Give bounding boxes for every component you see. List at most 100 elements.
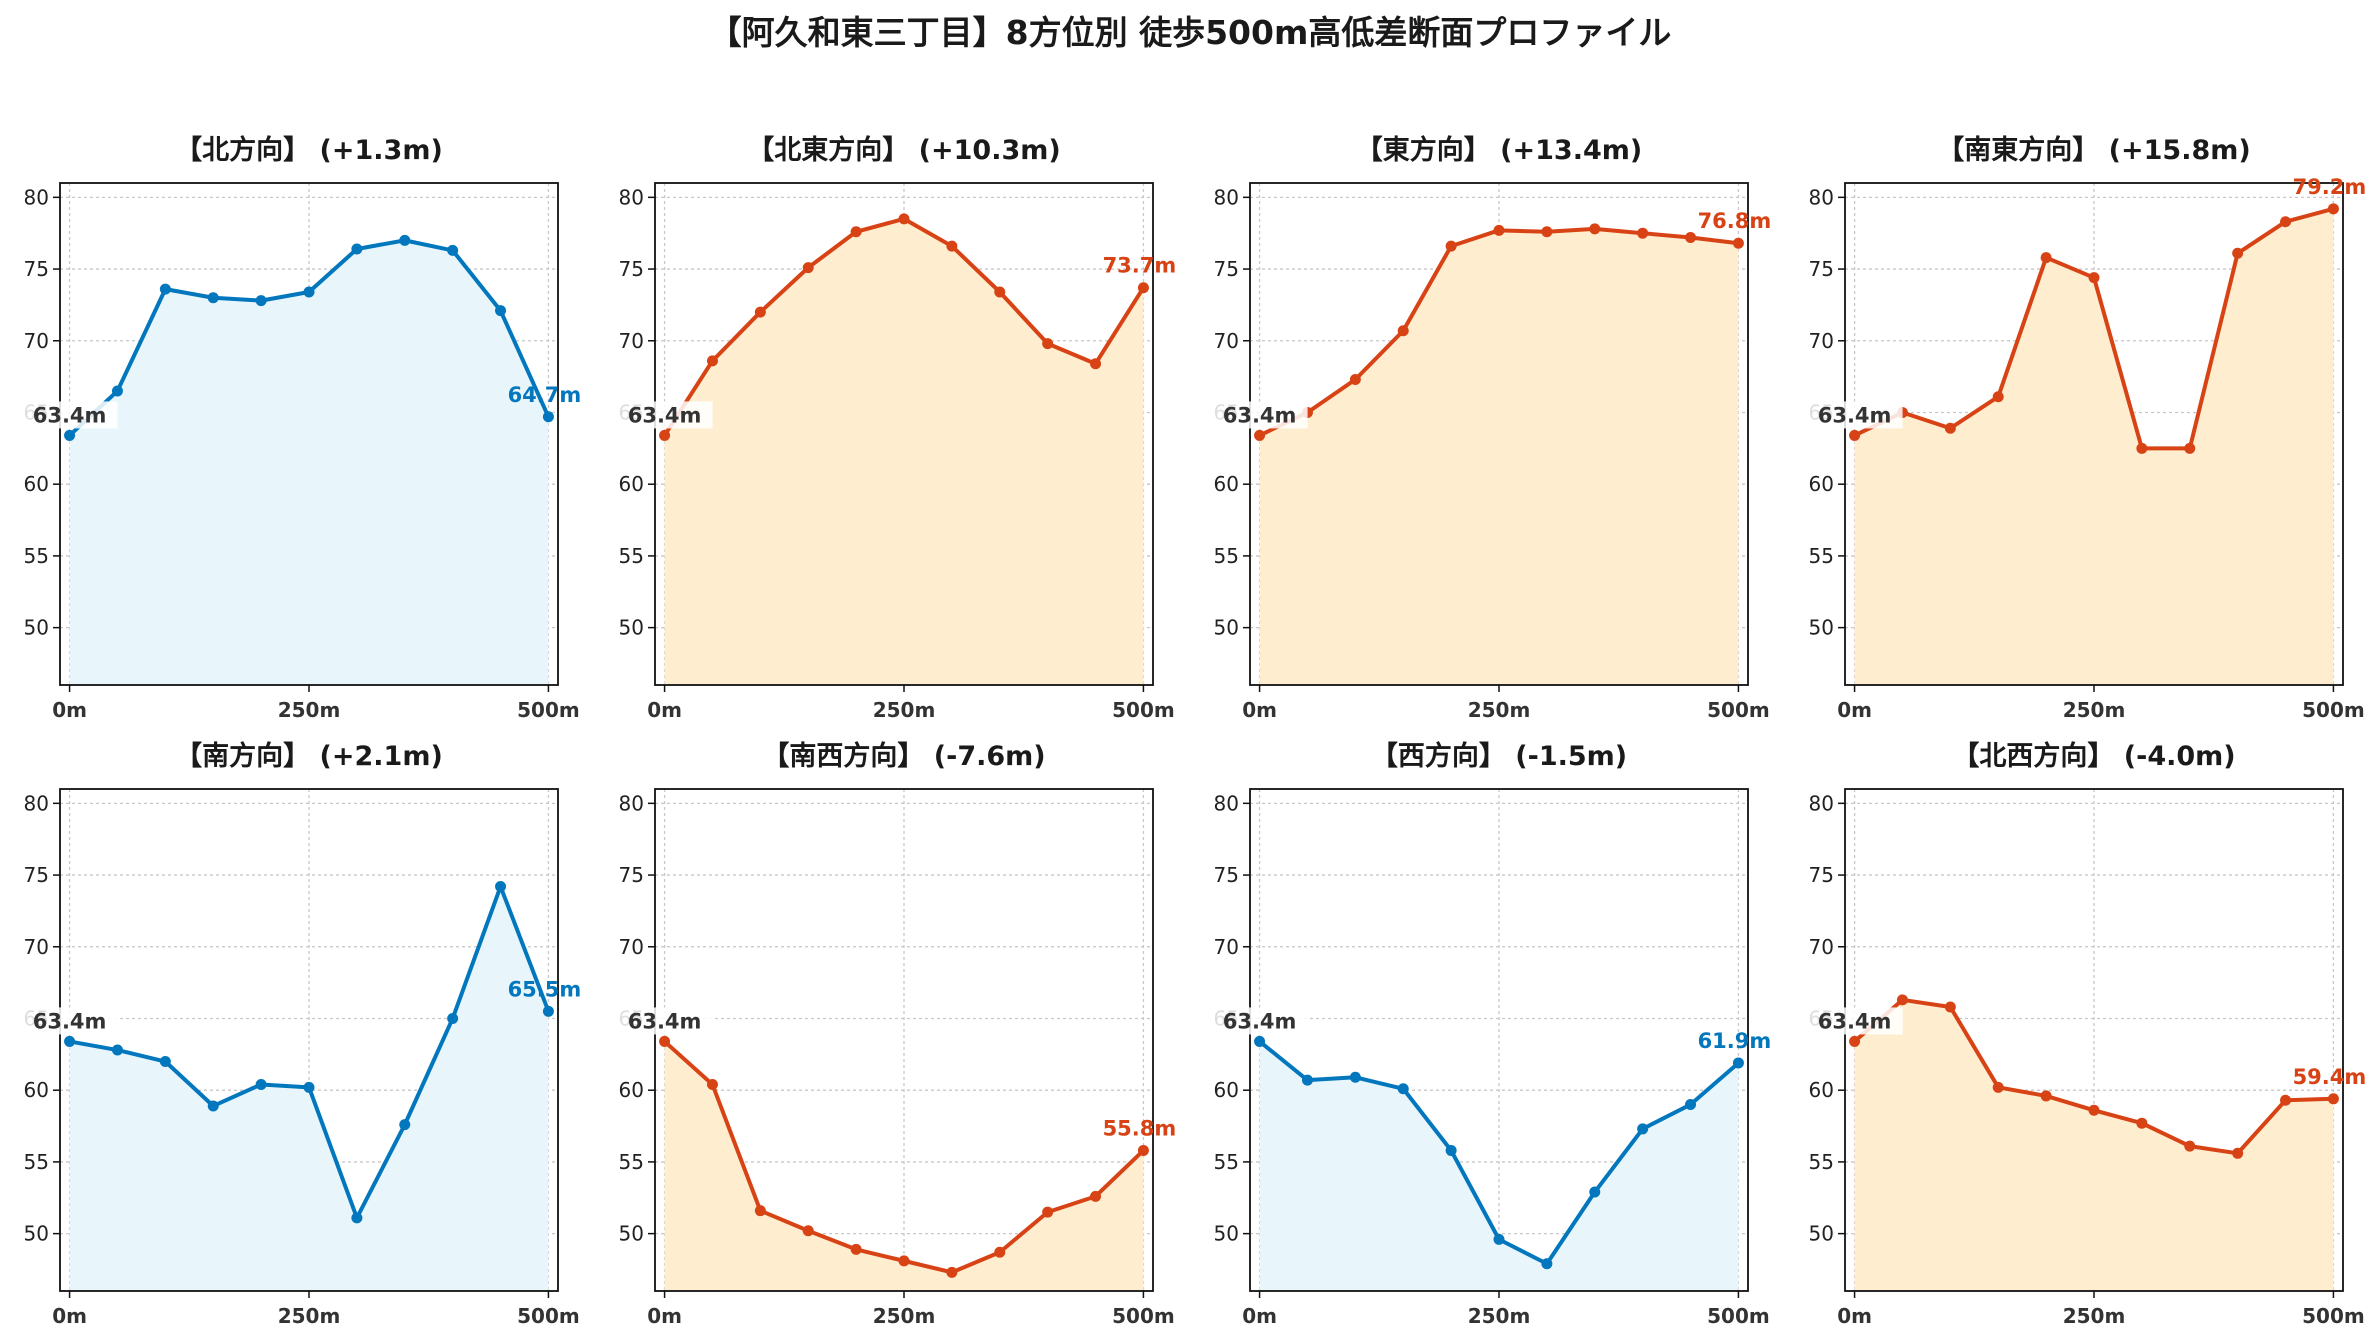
start-elevation-label: 63.4m [1818, 403, 1892, 427]
data-point [399, 1119, 411, 1131]
end-elevation-label: 79.2m [2293, 175, 2367, 199]
y-tick-label: 80 [619, 791, 644, 815]
data-point [303, 286, 315, 298]
data-point [802, 262, 814, 274]
data-point [1944, 422, 1956, 434]
start-elevation-label: 63.4m [1223, 1009, 1297, 1033]
data-point [1042, 1206, 1054, 1218]
end-elevation-label: 61.9m [1698, 1029, 1772, 1053]
data-point [1992, 391, 2004, 403]
y-tick-label: 75 [1809, 863, 1834, 887]
y-tick-label: 50 [1214, 616, 1239, 640]
end-elevation-label: 76.8m [1698, 209, 1772, 233]
data-point [754, 306, 766, 318]
data-point [255, 295, 267, 307]
data-point [1493, 1233, 1505, 1245]
x-tick-label: 250m [278, 698, 341, 722]
data-point [1397, 1083, 1409, 1095]
y-tick-label: 55 [619, 1150, 644, 1174]
profile-panels: 【北方向】 (+1.3m)505560657075800m250m500m63.… [21, 134, 2367, 1328]
y-tick-label: 60 [1809, 472, 1834, 496]
y-tick-label: 55 [1809, 544, 1834, 568]
data-point [706, 355, 718, 367]
data-point [2040, 252, 2052, 264]
profile-panel-6: 【西方向】 (-1.5m)505560657075800m250m500m63.… [1211, 740, 1772, 1328]
data-point [1349, 1071, 1361, 1083]
data-point [1254, 429, 1266, 441]
profile-panel-0: 【北方向】 (+1.3m)505560657075800m250m500m63.… [21, 134, 582, 722]
y-tick-label: 70 [1809, 935, 1834, 959]
y-tick-label: 80 [1214, 791, 1239, 815]
data-point [111, 1044, 123, 1056]
figure-title: 【阿久和東三丁目】8方位別 徒歩500m高低差断面プロファイル [709, 13, 1672, 52]
x-tick-label: 500m [1707, 698, 1770, 722]
y-tick-label: 80 [1809, 185, 1834, 209]
end-elevation-label: 64.7m [508, 383, 582, 407]
y-tick-label: 55 [1809, 1150, 1834, 1174]
data-point [1445, 240, 1457, 252]
y-tick-label: 75 [1214, 257, 1239, 281]
area-fill [664, 1041, 1144, 1291]
data-point [207, 1100, 219, 1112]
y-tick-label: 70 [24, 329, 49, 353]
y-tick-label: 50 [24, 1222, 49, 1246]
y-tick-label: 75 [24, 257, 49, 281]
data-point [303, 1081, 315, 1093]
y-tick-label: 75 [24, 863, 49, 887]
panel-title: 【南東方向】 (+15.8m) [1937, 134, 2250, 166]
x-tick-label: 0m [647, 1304, 682, 1328]
x-tick-label: 0m [1837, 698, 1872, 722]
y-tick-label: 80 [1809, 791, 1834, 815]
end-elevation-label: 55.8m [1103, 1116, 1177, 1140]
x-tick-label: 250m [873, 698, 936, 722]
y-tick-label: 70 [619, 935, 644, 959]
data-point [1589, 1186, 1601, 1198]
x-tick-label: 0m [647, 698, 682, 722]
y-tick-label: 75 [619, 863, 644, 887]
y-tick-label: 55 [1214, 544, 1239, 568]
start-label-bg [1806, 1007, 1903, 1035]
profile-panel-2: 【東方向】 (+13.4m)505560657075800m250m500m63… [1211, 134, 1772, 722]
x-tick-label: 0m [1242, 698, 1277, 722]
data-point [754, 1205, 766, 1217]
data-point [1685, 1099, 1697, 1111]
x-tick-label: 500m [1112, 1304, 1175, 1328]
x-tick-label: 500m [517, 698, 580, 722]
y-tick-label: 80 [24, 791, 49, 815]
y-tick-label: 60 [619, 472, 644, 496]
data-point [1896, 994, 1908, 1006]
y-tick-label: 60 [1214, 472, 1239, 496]
data-point [1541, 226, 1553, 238]
data-point [1732, 237, 1744, 249]
panel-title: 【北西方向】 (-4.0m) [1952, 740, 2235, 772]
data-point [2327, 1093, 2339, 1105]
data-point [1944, 1001, 1956, 1013]
data-point [898, 213, 910, 225]
y-tick-label: 55 [24, 1150, 49, 1174]
data-point [1445, 1144, 1457, 1156]
y-tick-label: 55 [1214, 1150, 1239, 1174]
start-label-bg [616, 401, 713, 429]
start-elevation-label: 63.4m [33, 1009, 107, 1033]
data-point [994, 286, 1006, 298]
y-tick-label: 50 [1809, 1222, 1834, 1246]
start-label-bg [21, 1007, 118, 1035]
x-tick-label: 500m [1707, 1304, 1770, 1328]
data-point [1685, 232, 1697, 244]
x-tick-label: 500m [517, 1304, 580, 1328]
data-point [495, 305, 507, 317]
data-point [111, 385, 123, 397]
panel-title: 【南西方向】 (-7.6m) [762, 740, 1045, 772]
start-elevation-label: 63.4m [1223, 403, 1297, 427]
y-tick-label: 80 [619, 185, 644, 209]
y-tick-label: 50 [1809, 616, 1834, 640]
y-tick-label: 70 [24, 935, 49, 959]
y-tick-label: 70 [1809, 329, 1834, 353]
data-point [255, 1078, 267, 1090]
data-point [1042, 338, 1054, 350]
start-elevation-label: 63.4m [628, 403, 702, 427]
data-point [1090, 1190, 1102, 1202]
data-point [2040, 1090, 2052, 1102]
y-tick-label: 80 [24, 185, 49, 209]
x-tick-label: 500m [2302, 698, 2365, 722]
